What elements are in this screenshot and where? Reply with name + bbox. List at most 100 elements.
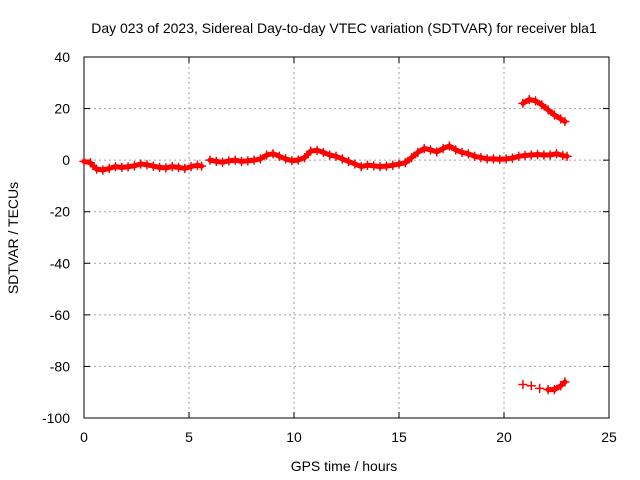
y-tick-label: 40 <box>54 49 70 65</box>
data-point <box>432 147 442 157</box>
data-point <box>350 159 360 169</box>
x-tick-label: 5 <box>185 429 193 445</box>
data-point <box>457 147 467 158</box>
data-point <box>419 143 429 154</box>
data-point <box>526 381 537 391</box>
data-point <box>123 162 133 172</box>
x-tick-label: 0 <box>80 429 88 445</box>
data-point <box>135 159 146 169</box>
y-tick-label: 0 <box>62 152 70 168</box>
data-point <box>217 157 228 167</box>
data-point <box>318 147 329 158</box>
data-point <box>545 150 555 160</box>
data-point <box>268 148 278 159</box>
y-tick-label: -40 <box>50 255 70 271</box>
y-axis: -100 -80 -60 -40 -20 0 20 40 <box>42 49 609 426</box>
data-point <box>444 141 455 151</box>
chart-title: Day 023 of 2023, Sidereal Day-to-day VTE… <box>91 20 597 36</box>
data-point <box>192 160 203 171</box>
y-axis-label: SDTVAR / TECUs <box>5 182 21 294</box>
x-axis-label: GPS time / hours <box>291 458 398 474</box>
data-point <box>394 159 404 169</box>
y-tick-label: 20 <box>54 101 70 117</box>
data-point <box>381 161 392 171</box>
data-point <box>324 150 335 160</box>
data-point <box>518 98 528 109</box>
data-point <box>551 148 562 159</box>
data-point <box>249 155 259 165</box>
data-point <box>343 156 354 167</box>
data-point <box>469 151 480 162</box>
data-point <box>543 105 553 115</box>
grid <box>84 57 609 418</box>
data-point <box>274 151 285 162</box>
data-point <box>91 164 102 174</box>
data-point <box>306 146 316 156</box>
data-point <box>387 160 398 171</box>
data-point <box>425 145 436 155</box>
data-point <box>463 148 474 159</box>
data-point <box>356 161 366 172</box>
data-point <box>293 155 303 165</box>
x-tick-label: 20 <box>496 429 512 445</box>
data-point <box>180 163 190 174</box>
data-point <box>534 383 545 394</box>
data-point <box>224 156 234 166</box>
data-point <box>205 155 215 165</box>
data-point <box>129 161 140 171</box>
data-point <box>85 157 96 168</box>
data-point <box>104 163 114 174</box>
plot-frame <box>83 56 610 419</box>
data-point <box>196 161 207 171</box>
data-point <box>337 154 348 164</box>
data-point <box>230 155 240 165</box>
data-point <box>507 153 518 163</box>
data-point <box>406 152 417 163</box>
data-point <box>369 161 379 171</box>
x-tick-label: 10 <box>286 429 302 445</box>
data-point <box>299 152 310 163</box>
data-point <box>450 145 461 155</box>
data-point <box>501 154 511 164</box>
data-point <box>530 96 541 106</box>
x-tick-label: 25 <box>601 429 617 445</box>
data-point <box>173 162 184 173</box>
data-point <box>560 377 570 387</box>
data-point <box>555 381 566 391</box>
data-point <box>513 151 524 162</box>
data-point <box>243 156 253 166</box>
data-point <box>312 145 322 156</box>
data-point <box>549 110 560 120</box>
y-tick-label: -20 <box>50 204 70 220</box>
series-band <box>207 143 570 170</box>
data-point <box>148 161 159 171</box>
data-point <box>518 379 528 390</box>
data-point <box>562 151 572 162</box>
data-point <box>549 384 560 395</box>
data-point <box>211 156 222 167</box>
x-axis: 0 5 10 15 20 25 <box>80 57 617 445</box>
data-point <box>524 94 534 105</box>
data-point <box>558 150 568 161</box>
data-point <box>142 160 152 170</box>
y-tick-label: -100 <box>42 410 70 426</box>
data-point <box>110 161 121 172</box>
data-point <box>186 161 196 172</box>
data-point <box>255 154 266 164</box>
data-series <box>79 94 572 395</box>
data-point <box>167 161 177 172</box>
data-point <box>560 116 570 127</box>
data-point <box>476 152 486 163</box>
y-tick-label: -60 <box>50 307 70 323</box>
data-point <box>161 163 171 173</box>
data-point <box>400 157 411 168</box>
data-point <box>413 147 423 158</box>
data-point <box>537 99 547 110</box>
data-point <box>79 156 89 167</box>
data-point <box>280 154 291 164</box>
y-tick-label: -80 <box>50 358 70 374</box>
data-point <box>438 143 448 154</box>
x-tick-label: 15 <box>391 429 407 445</box>
data-point <box>261 150 272 160</box>
